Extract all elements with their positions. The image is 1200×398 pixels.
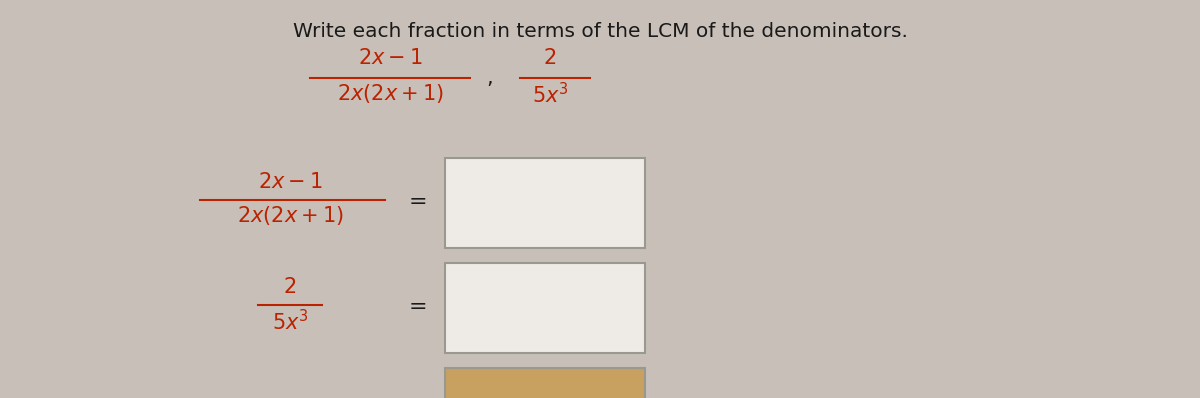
Bar <box>445 368 646 398</box>
Text: $2$: $2$ <box>544 48 557 68</box>
Text: $2x - 1$: $2x - 1$ <box>258 172 323 192</box>
Text: $2x - 1$: $2x - 1$ <box>358 48 422 68</box>
Text: ,: , <box>487 68 493 88</box>
Text: $5x^3$: $5x^3$ <box>532 82 569 107</box>
Text: $=$: $=$ <box>403 190 426 210</box>
Bar <box>445 263 646 353</box>
Text: $2$: $2$ <box>283 277 296 297</box>
Text: $5x^3$: $5x^3$ <box>271 309 308 334</box>
Text: $2x(2x + 1)$: $2x(2x + 1)$ <box>337 82 443 105</box>
Text: $2x(2x + 1)$: $2x(2x + 1)$ <box>236 204 343 227</box>
Bar <box>445 158 646 248</box>
Text: $=$: $=$ <box>403 295 426 315</box>
Text: Write each fraction in terms of the LCM of the denominators.: Write each fraction in terms of the LCM … <box>293 22 907 41</box>
